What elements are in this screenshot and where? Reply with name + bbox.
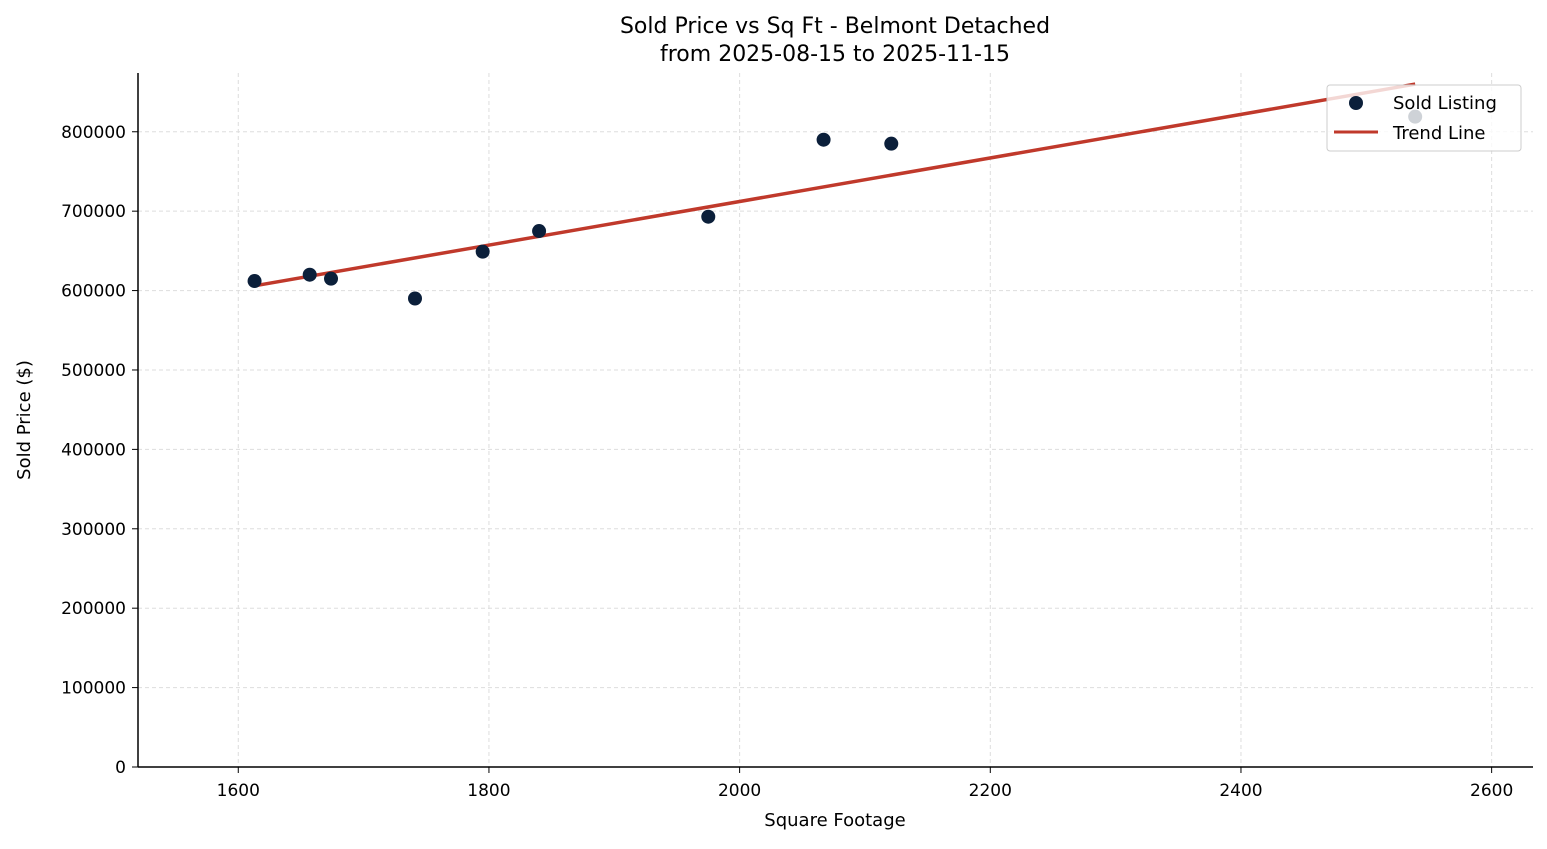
y-tick-label: 200000	[61, 599, 126, 619]
data-point	[407, 291, 422, 306]
axes: 1600 1800 2000 2200 2400 2600 0 100000 200000 300…	[61, 73, 1533, 801]
legend-label-trend-line: Trend Line	[1392, 123, 1486, 144]
points-layer	[247, 109, 1423, 306]
data-point	[324, 271, 339, 286]
data-point	[532, 224, 547, 239]
x-tick-label: 2600	[1470, 781, 1513, 801]
y-tick-label: 0	[115, 758, 126, 778]
data-point	[475, 244, 490, 259]
legend: Sold Listing Trend Line	[1326, 84, 1522, 152]
grid	[138, 73, 1533, 768]
y-tick-label: 700000	[61, 202, 126, 222]
data-point	[816, 132, 831, 147]
legend-marker-sold-listing	[1349, 96, 1363, 110]
y-tick-label: 800000	[61, 123, 126, 143]
x-tick-label: 1800	[467, 781, 510, 801]
x-tick-label: 2200	[969, 781, 1012, 801]
x-tick-label: 2000	[718, 781, 761, 801]
data-point	[247, 274, 262, 289]
y-tick-label: 100000	[61, 679, 126, 699]
x-tick-label: 2400	[1219, 781, 1262, 801]
chart-subtitle: from 2025-08-15 to 2025-11-15	[660, 42, 1010, 67]
legend-label-sold-listing: Sold Listing	[1393, 93, 1497, 114]
y-tick-label: 300000	[61, 520, 126, 540]
data-point	[302, 267, 317, 282]
chart-title: Sold Price vs Sq Ft - Belmont Detached	[620, 14, 1050, 39]
y-axis-label: Sold Price ($)	[14, 360, 35, 480]
y-tick-label: 400000	[61, 440, 126, 460]
trend-line-layer	[254, 82, 1416, 288]
y-tick-label: 600000	[61, 282, 126, 302]
x-axis-label: Square Footage	[764, 810, 905, 831]
data-point	[884, 136, 899, 151]
x-tick-label: 1600	[217, 781, 260, 801]
data-point	[701, 209, 716, 224]
y-tick-label: 500000	[61, 361, 126, 381]
legend-box	[1326, 84, 1522, 152]
trend-line	[254, 82, 1416, 288]
